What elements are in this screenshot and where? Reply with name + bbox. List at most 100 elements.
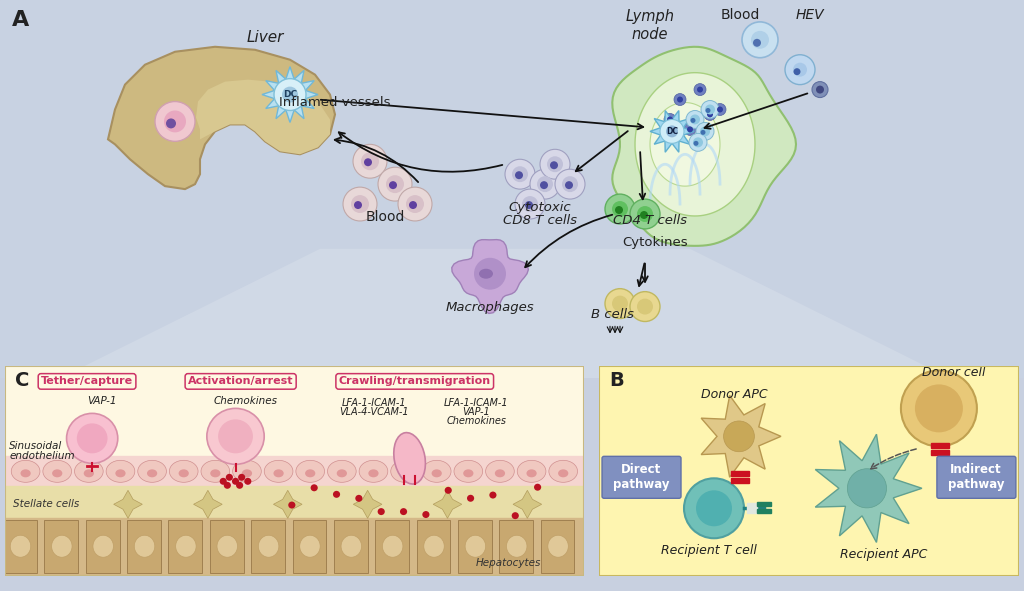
Text: Macrophages: Macrophages xyxy=(445,301,535,314)
Ellipse shape xyxy=(264,460,293,482)
Polygon shape xyxy=(635,73,755,216)
Circle shape xyxy=(155,102,195,141)
Ellipse shape xyxy=(20,469,31,478)
Text: Inflamed vessels: Inflamed vessels xyxy=(280,96,391,109)
Ellipse shape xyxy=(242,469,252,478)
Circle shape xyxy=(605,194,635,224)
Circle shape xyxy=(467,495,474,502)
Ellipse shape xyxy=(116,469,126,478)
Circle shape xyxy=(562,176,578,192)
Circle shape xyxy=(386,175,404,193)
Polygon shape xyxy=(273,491,302,518)
Circle shape xyxy=(714,103,726,115)
Bar xyxy=(44,520,78,573)
Circle shape xyxy=(512,512,519,519)
Circle shape xyxy=(522,196,538,212)
Ellipse shape xyxy=(176,535,197,557)
Circle shape xyxy=(474,258,506,290)
Ellipse shape xyxy=(210,469,220,478)
Bar xyxy=(731,478,749,483)
Text: Stellate cells: Stellate cells xyxy=(13,499,80,509)
Polygon shape xyxy=(196,80,330,154)
Circle shape xyxy=(540,181,548,189)
Circle shape xyxy=(690,115,700,125)
Circle shape xyxy=(690,118,695,123)
Circle shape xyxy=(231,478,239,485)
Ellipse shape xyxy=(359,460,388,482)
Polygon shape xyxy=(650,102,720,186)
Circle shape xyxy=(700,130,706,135)
Text: Hepatocytes: Hepatocytes xyxy=(476,558,542,568)
Ellipse shape xyxy=(258,535,279,557)
Circle shape xyxy=(751,31,769,49)
Circle shape xyxy=(660,119,684,144)
Ellipse shape xyxy=(382,535,402,557)
Text: B cells: B cells xyxy=(591,307,634,320)
Circle shape xyxy=(378,508,385,515)
Ellipse shape xyxy=(422,460,451,482)
Ellipse shape xyxy=(369,469,379,478)
Circle shape xyxy=(640,211,648,219)
Circle shape xyxy=(684,478,744,538)
Circle shape xyxy=(550,161,558,169)
Text: Cytotoxic: Cytotoxic xyxy=(509,201,571,214)
Circle shape xyxy=(630,199,660,229)
Polygon shape xyxy=(701,395,781,478)
Circle shape xyxy=(238,474,245,481)
Circle shape xyxy=(547,156,563,172)
Text: C: C xyxy=(15,371,30,391)
Circle shape xyxy=(489,492,497,499)
Bar xyxy=(375,520,409,573)
Ellipse shape xyxy=(106,460,135,482)
Ellipse shape xyxy=(548,535,568,557)
FancyBboxPatch shape xyxy=(602,456,681,498)
Circle shape xyxy=(77,423,108,453)
Circle shape xyxy=(794,68,801,75)
Polygon shape xyxy=(353,491,382,518)
Circle shape xyxy=(67,413,118,463)
Text: Chemokines: Chemokines xyxy=(214,397,278,407)
Ellipse shape xyxy=(296,460,325,482)
Circle shape xyxy=(378,167,412,201)
Bar xyxy=(334,520,368,573)
Bar xyxy=(169,520,203,573)
Bar xyxy=(5,518,584,576)
Circle shape xyxy=(785,55,815,85)
Circle shape xyxy=(236,482,243,489)
Circle shape xyxy=(354,201,362,209)
Circle shape xyxy=(244,478,251,485)
Ellipse shape xyxy=(328,460,356,482)
Text: Recipient T cell: Recipient T cell xyxy=(662,544,757,557)
Circle shape xyxy=(901,371,977,446)
Ellipse shape xyxy=(394,433,425,484)
Text: DC: DC xyxy=(283,90,297,99)
Circle shape xyxy=(444,487,452,494)
Text: endothelium: endothelium xyxy=(9,452,75,462)
Ellipse shape xyxy=(465,535,485,557)
Circle shape xyxy=(355,495,362,502)
Text: VAP-1: VAP-1 xyxy=(462,407,490,417)
Circle shape xyxy=(753,39,761,47)
Circle shape xyxy=(406,195,424,213)
Ellipse shape xyxy=(232,460,261,482)
Ellipse shape xyxy=(507,535,527,557)
Circle shape xyxy=(706,108,711,113)
Bar xyxy=(5,456,584,486)
Polygon shape xyxy=(114,491,142,518)
Bar xyxy=(757,509,771,513)
Circle shape xyxy=(353,144,387,178)
Circle shape xyxy=(274,79,306,111)
Circle shape xyxy=(615,206,623,214)
Ellipse shape xyxy=(201,460,229,482)
Text: CD4 T cells: CD4 T cells xyxy=(613,214,687,227)
Text: Cytokines: Cytokines xyxy=(623,236,688,249)
Circle shape xyxy=(537,176,553,192)
Circle shape xyxy=(166,118,176,128)
Ellipse shape xyxy=(337,469,347,478)
Ellipse shape xyxy=(431,469,441,478)
Circle shape xyxy=(724,421,755,452)
Ellipse shape xyxy=(495,469,505,478)
Circle shape xyxy=(361,152,379,170)
Polygon shape xyxy=(650,111,694,152)
Bar xyxy=(417,520,451,573)
